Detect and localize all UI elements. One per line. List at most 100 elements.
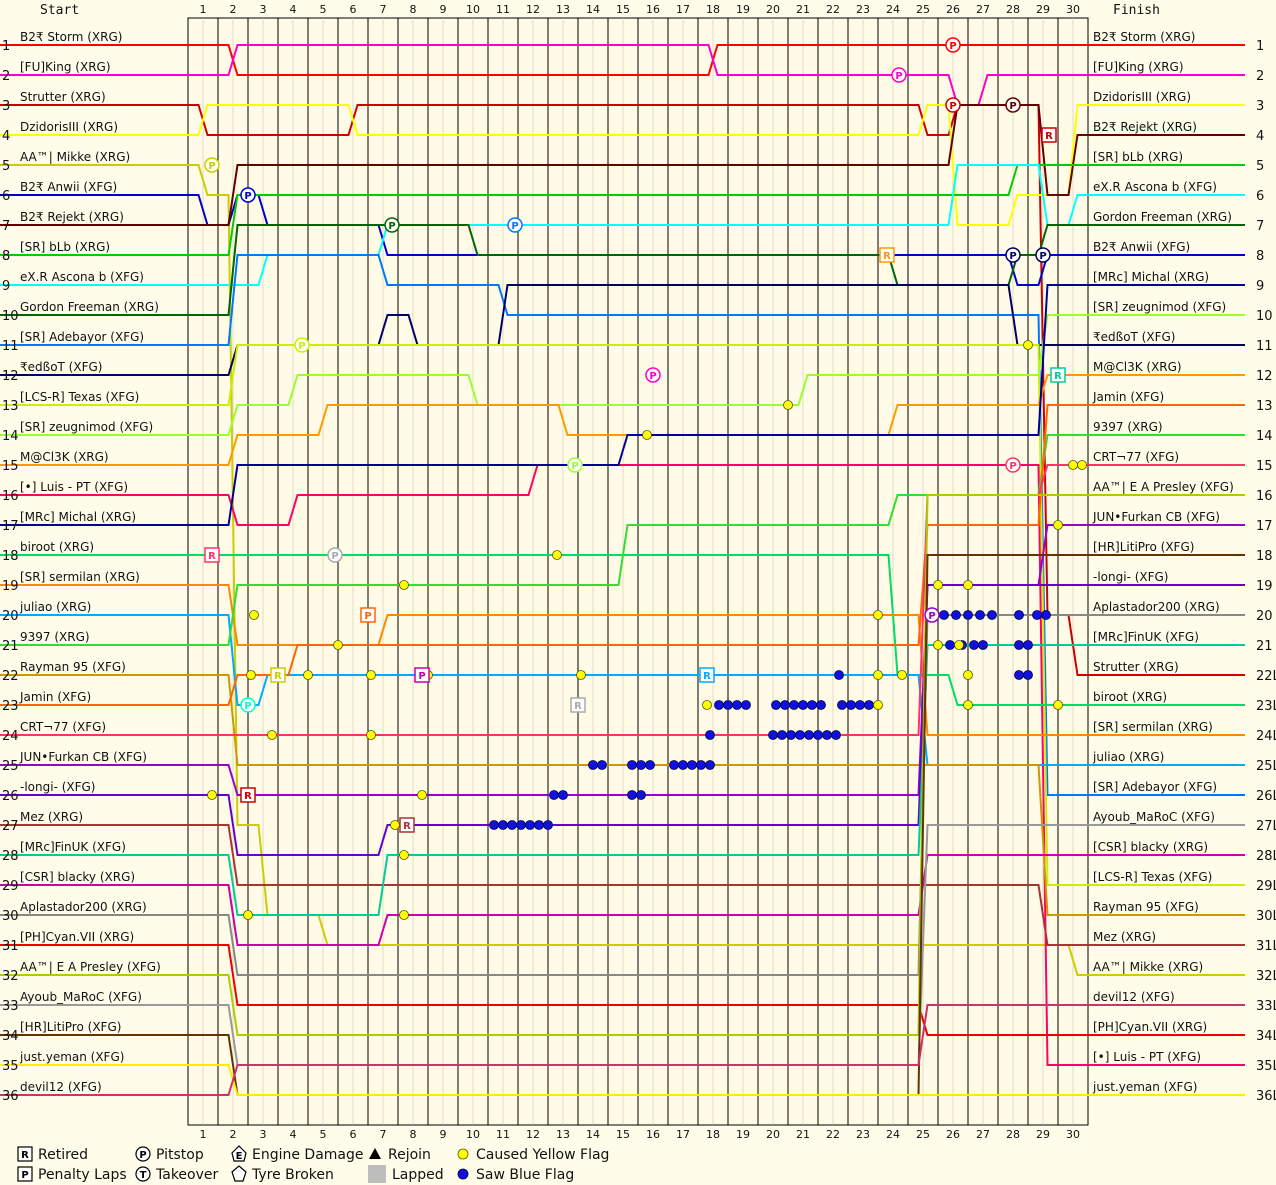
lap-label-bottom: 11 xyxy=(496,1128,510,1141)
series-line xyxy=(188,1004,1088,1096)
pitstop-marker-letter: P xyxy=(928,611,935,622)
lap-label-top: 1 xyxy=(200,3,207,16)
finish-position-number: 13 xyxy=(1256,399,1273,414)
pitstop-marker-letter: P xyxy=(895,71,902,82)
blue-flag-dot xyxy=(498,820,508,830)
legend-icon-letter: R xyxy=(21,1150,29,1161)
legend-label: Engine Damage xyxy=(252,1147,364,1163)
finish-position-number: 21 xyxy=(1256,639,1273,654)
pitstop-marker xyxy=(945,97,961,113)
blue-flag-dot xyxy=(489,820,499,830)
finish-driver-label: devil12 (XFG) xyxy=(1093,990,1175,1004)
lap-label-bottom: 18 xyxy=(706,1128,720,1141)
finish-driver-label: AA™| Mikke (XRG) xyxy=(1093,960,1203,974)
start-driver-label: Gordon Freeman (XRG) xyxy=(20,300,159,314)
finish-position-number: 16 xyxy=(1256,489,1273,504)
lap-label-bottom: 22 xyxy=(826,1128,840,1141)
event-marker-layer: P P P P P P P P P P P P P P P P P R R R R R R R R R P P xyxy=(204,37,1087,920)
finish-driver-label: Aplastador200 (XRG) xyxy=(1093,600,1220,614)
series-line xyxy=(188,854,1088,946)
blue-flag-dot xyxy=(975,610,985,620)
lap-label-bottom: 2 xyxy=(230,1128,237,1141)
finish-driver-label: [MRc] Michal (XRG) xyxy=(1093,270,1209,284)
start-driver-label: AA™| Mikke (XRG) xyxy=(20,150,130,164)
start-position-number: 12 xyxy=(2,369,19,384)
lap-label-top: 17 xyxy=(676,3,690,16)
penalty-marker xyxy=(414,667,430,683)
start-driver-label: juliao (XRG) xyxy=(19,600,91,614)
legend-label: Takeover xyxy=(155,1167,218,1183)
blue-flag-dot xyxy=(627,760,637,770)
retired-marker xyxy=(1050,367,1066,383)
start-driver-label: [SR] Adebayor (XFG) xyxy=(20,330,144,344)
finish-position-number: 25L xyxy=(1256,759,1276,774)
pitstop-marker-letter: P xyxy=(1009,251,1016,262)
series-line xyxy=(188,44,1088,106)
series-line xyxy=(188,1064,1088,1096)
finish-position-number: 3 xyxy=(1256,99,1264,114)
lap-label-top: 19 xyxy=(736,3,750,16)
finish-driver-label: B2₹ Anwii (XFG) xyxy=(1093,240,1190,254)
yellow-flag-dot xyxy=(1077,460,1087,470)
legend-item: E Engine Damage xyxy=(231,1145,364,1163)
yellow-flag-dot xyxy=(1068,460,1078,470)
lap-label-top: 2 xyxy=(230,3,237,16)
series-line xyxy=(188,104,1088,226)
start-position-number: 15 xyxy=(2,459,19,474)
finish-position-number: 7 xyxy=(1256,219,1264,234)
marker-letter: R xyxy=(208,551,216,562)
yellow-flag-dot xyxy=(642,430,652,440)
lap-label-bottom: 24 xyxy=(886,1128,900,1141)
lap-label-top: 6 xyxy=(350,3,357,16)
finish-header: Finish xyxy=(1113,3,1160,18)
lap-label-bottom: 16 xyxy=(646,1128,660,1141)
blue-flag-dot xyxy=(741,700,751,710)
start-driver-label: B2₹ Rejekt (XRG) xyxy=(20,210,124,224)
finish-driver-label: [SR] Adebayor (XFG) xyxy=(1093,780,1217,794)
lap-label-top: 25 xyxy=(916,3,930,16)
legend-item: Lapped xyxy=(368,1165,444,1183)
legend-circle-icon xyxy=(135,1166,151,1182)
lap-label-top: 11 xyxy=(496,3,510,16)
blue-flag-dot xyxy=(636,760,646,770)
blue-flag-dot xyxy=(786,730,796,740)
finish-position-number: 29L xyxy=(1256,879,1276,894)
lap-label-bottom: 27 xyxy=(976,1128,990,1141)
yellow-flag-dot xyxy=(576,670,586,680)
pitstop-marker-letter: P xyxy=(298,341,305,352)
legend-square-icon xyxy=(17,1166,33,1182)
start-driver-label: eX.R Ascona b (XFG) xyxy=(20,270,144,284)
blue-flag-dot xyxy=(834,670,844,680)
lap-label-top: 7 xyxy=(380,3,387,16)
pitstop-marker xyxy=(1035,247,1051,263)
yellow-flag-dot xyxy=(417,790,427,800)
pitstop-marker xyxy=(240,187,256,203)
pitstop-marker-letter: P xyxy=(331,551,338,562)
legend-item: P Pitstop xyxy=(135,1146,204,1163)
pitstop-marker xyxy=(945,37,961,53)
start-driver-label: [MRc] Michal (XRG) xyxy=(20,510,136,524)
series-line xyxy=(188,44,1088,76)
finish-position-number: 4 xyxy=(1256,129,1264,144)
lap-label-bottom: 1 xyxy=(200,1128,207,1141)
yellow-flag-dot xyxy=(207,790,217,800)
legend-item: Caused Yellow Flag xyxy=(457,1147,609,1163)
lap-label-top: 18 xyxy=(706,3,720,16)
blue-flag-dot xyxy=(1023,670,1033,680)
series-line xyxy=(188,344,1088,886)
start-position-number: 34 xyxy=(2,1029,19,1044)
retired-marker xyxy=(270,667,286,683)
retired-marker xyxy=(204,547,220,563)
blue-flag-dot xyxy=(846,700,856,710)
blue-flag-dot xyxy=(978,640,988,650)
blue-flag-dot xyxy=(669,760,679,770)
lap-label-bottom: 4 xyxy=(290,1128,297,1141)
start-driver-label: 9397 (XRG) xyxy=(20,630,90,644)
yellow-flag-dot xyxy=(1023,340,1033,350)
start-position-number: 21 xyxy=(2,639,19,654)
series-layer xyxy=(188,44,1088,1096)
start-position-number: 35 xyxy=(2,1059,19,1074)
legend-label: Lapped xyxy=(392,1167,444,1183)
blue-flag-dot xyxy=(963,610,973,620)
